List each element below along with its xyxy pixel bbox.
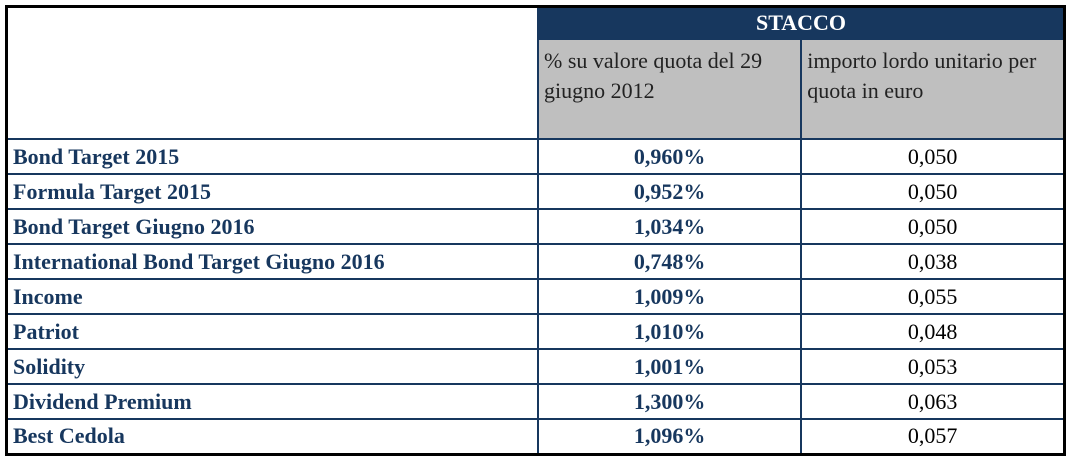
table-row: Bond Target 2015 0,960% 0,050 [5,138,1066,175]
amount-column-header: importo lordo unitario per quota in euro [800,38,1066,140]
fund-name-cell: Best Cedola [5,418,539,455]
amount-cell: 0,055 [800,278,1066,315]
table-body: Bond Target 2015 0,960% 0,050 Formula Targe… [5,138,1066,455]
coupon-table: STACCO % su valore quota del 29 giugno 2… [5,5,1066,456]
table-row: Bond Target Giugno 2016 1,034% 0,050 [5,208,1066,245]
amount-cell: 0,050 [800,138,1066,175]
pct-cell: 1,300% [536,383,803,420]
pct-column-header: % su valore quota del 29 giugno 2012 [536,38,803,140]
pct-cell: 1,096% [536,418,803,455]
amount-cell: 0,053 [800,348,1066,385]
table-row: Best Cedola 1,096% 0,057 [5,418,1066,455]
fund-name-cell: Bond Target Giugno 2016 [5,208,539,245]
amount-cell: 0,050 [800,173,1066,210]
table-row: Patriot 1,010% 0,048 [5,313,1066,350]
amount-cell: 0,050 [800,208,1066,245]
table-row: Formula Target 2015 0,952% 0,050 [5,173,1066,210]
fund-name-cell: Income [5,278,539,315]
amount-cell: 0,063 [800,383,1066,420]
amount-cell: 0,038 [800,243,1066,280]
amount-cell: 0,057 [800,418,1066,455]
pct-cell: 0,960% [536,138,803,175]
fund-name-cell: Solidity [5,348,539,385]
fund-name-cell: International Bond Target Giugno 2016 [5,243,539,280]
pct-cell: 1,034% [536,208,803,245]
pct-cell: 1,010% [536,313,803,350]
fund-name-cell: Dividend Premium [5,383,539,420]
empty-corner-cell [5,5,539,140]
table-row: Dividend Premium 1,300% 0,063 [5,383,1066,420]
fund-name-cell: Bond Target 2015 [5,138,539,175]
table-row: International Bond Target Giugno 2016 0,7… [5,243,1066,280]
pct-cell: 1,009% [536,278,803,315]
pct-cell: 0,748% [536,243,803,280]
fund-name-cell: Patriot [5,313,539,350]
table-row: Income 1,009% 0,055 [5,278,1066,315]
table-row: Solidity 1,001% 0,053 [5,348,1066,385]
amount-cell: 0,048 [800,313,1066,350]
pct-cell: 1,001% [536,348,803,385]
fund-name-cell: Formula Target 2015 [5,173,539,210]
stacco-group-header: STACCO [537,5,1066,40]
pct-cell: 0,952% [536,173,803,210]
